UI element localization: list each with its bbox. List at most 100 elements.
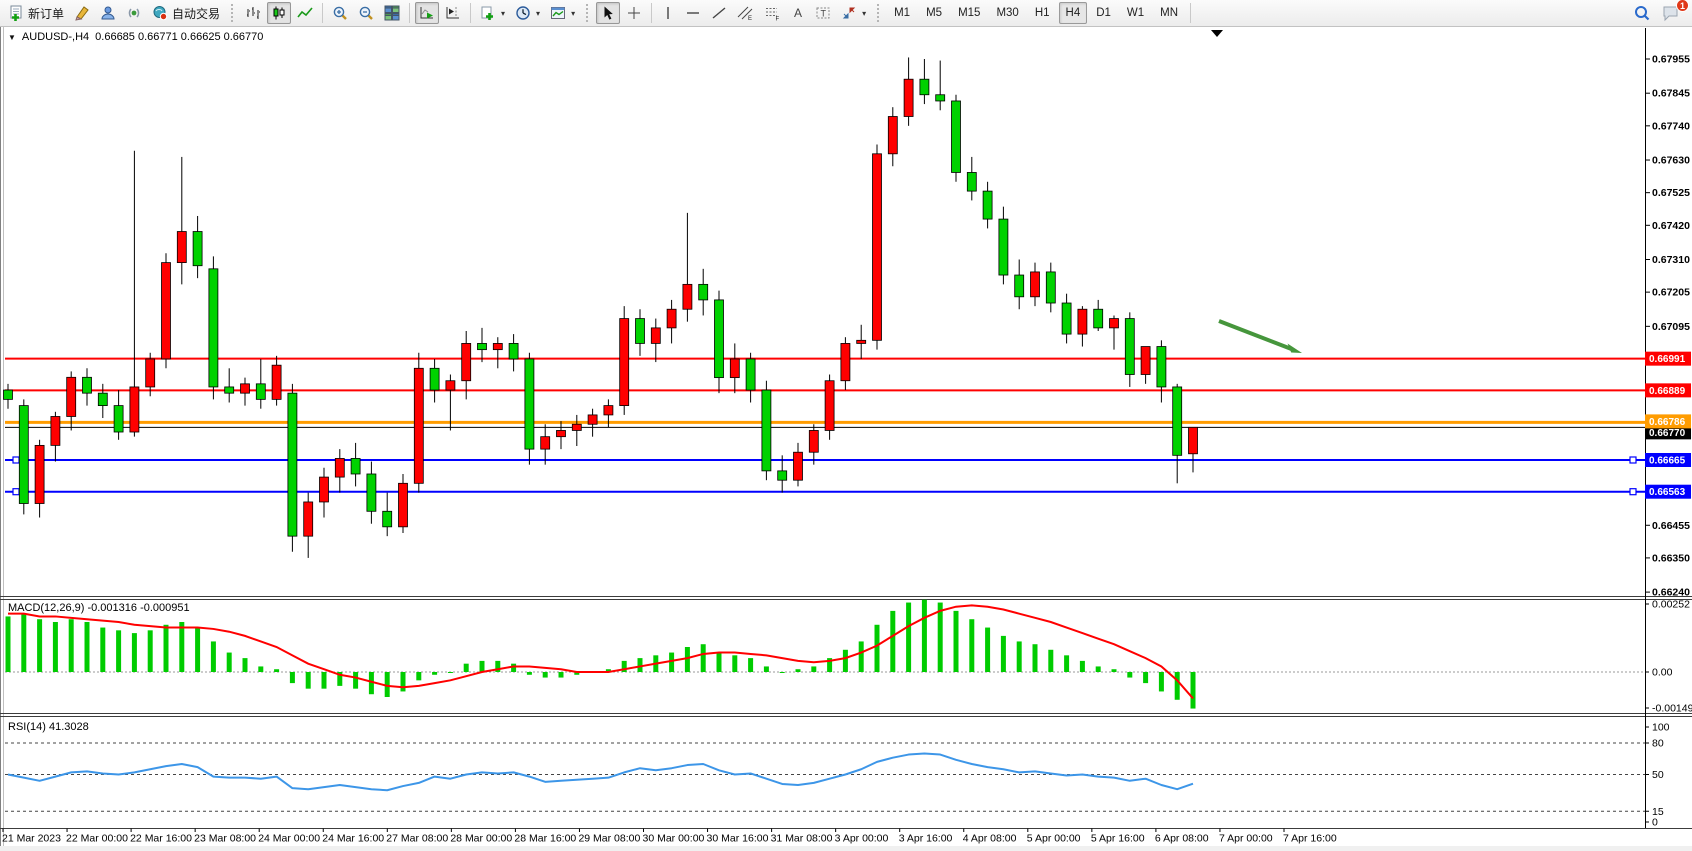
toolbar-grip[interactable] xyxy=(586,4,591,22)
candlestick xyxy=(650,327,661,344)
cursor-icon xyxy=(600,5,616,21)
candlestick xyxy=(635,318,645,344)
fibonacci-button[interactable]: F xyxy=(760,2,785,24)
time-axis-label: 3 Apr 16:00 xyxy=(899,833,953,845)
macd-histogram-bar xyxy=(289,672,295,684)
macd-histogram-bar xyxy=(37,619,43,672)
rsi-axis-label: 100 xyxy=(1652,722,1670,734)
toolbar-grip[interactable] xyxy=(231,4,236,22)
macd-histogram-bar xyxy=(985,627,991,672)
profile-button[interactable] xyxy=(96,2,120,24)
candlestick xyxy=(1188,426,1198,455)
timeframe-h4-button[interactable]: H4 xyxy=(1058,2,1088,24)
text-label-button[interactable]: T xyxy=(811,2,835,24)
timeframe-m1-button[interactable]: M1 xyxy=(894,7,911,19)
templates-button[interactable]: ▾ xyxy=(546,2,579,24)
candlestick xyxy=(571,423,582,431)
chart-shift-marker[interactable] xyxy=(1211,30,1223,37)
macd-histogram-bar xyxy=(179,621,185,672)
toolbar-grip[interactable] xyxy=(877,4,882,22)
macd-histogram-bar xyxy=(195,627,201,672)
macd-histogram-bar xyxy=(511,663,517,672)
trend-arrow-annotation[interactable] xyxy=(1218,319,1294,352)
time-axis-label: 27 Mar 08:00 xyxy=(386,833,448,845)
timeframe-w1-button[interactable]: W1 xyxy=(1126,7,1145,19)
timeframe-m30-button[interactable]: M30 xyxy=(996,7,1019,19)
timeframe-mn-button[interactable]: MN xyxy=(1160,7,1179,19)
candlestick xyxy=(966,172,977,192)
svg-text:F: F xyxy=(776,17,780,22)
zoom-in-button[interactable] xyxy=(328,2,352,24)
timeframe-m5-button[interactable]: M5 xyxy=(926,7,943,19)
candlestick xyxy=(382,510,393,528)
line-selection-handle[interactable] xyxy=(1629,488,1637,496)
price-tag xyxy=(1645,484,1691,499)
vertical-line-button[interactable] xyxy=(657,2,679,24)
periods-button[interactable]: ▾ xyxy=(511,2,544,24)
bar-chart-button[interactable] xyxy=(241,2,265,24)
candlestick-chart-button[interactable] xyxy=(267,2,292,24)
window-bottom-strip xyxy=(0,846,1692,851)
cursor-button[interactable] xyxy=(596,2,621,24)
line-chart-button[interactable] xyxy=(293,2,317,24)
timeframe-h1-button[interactable]: H1 xyxy=(1034,7,1050,19)
macd-histogram-bar xyxy=(1064,655,1070,672)
indicators-button[interactable]: ▾ xyxy=(476,2,509,24)
time-axis-label: 4 Apr 08:00 xyxy=(963,833,1017,845)
macd-histogram-bar xyxy=(163,624,169,672)
notifications-button[interactable]: 1 xyxy=(1657,0,1689,24)
chevron-down-icon: ▾ xyxy=(501,8,506,18)
price-axis-label: 0.67525 xyxy=(1652,187,1690,199)
line-selection-handle[interactable] xyxy=(1629,456,1637,464)
candlestick-chart-icon xyxy=(271,5,287,21)
chart-shift-button[interactable] xyxy=(441,2,465,24)
candlestick xyxy=(935,94,946,102)
time-axis-label: 30 Mar 16:00 xyxy=(707,833,769,845)
timeframe-d1-button[interactable]: D1 xyxy=(1096,7,1111,19)
horizontal-line-button[interactable] xyxy=(681,2,705,24)
styles-button[interactable] xyxy=(70,2,94,24)
timeframe-bar: M1 M5 M15 M30 H1 H4 D1 W1 MN xyxy=(886,2,1186,24)
macd-histogram-bar xyxy=(147,630,153,672)
tile-windows-button[interactable] xyxy=(380,2,404,24)
macd-histogram-bar xyxy=(84,621,90,672)
zoom-out-button[interactable] xyxy=(354,2,378,24)
text-button[interactable]: A xyxy=(787,2,809,24)
line-selection-handle[interactable] xyxy=(12,456,20,464)
macd-histogram-bar xyxy=(1190,672,1196,709)
macd-histogram-bar xyxy=(5,616,11,672)
crosshair-button[interactable] xyxy=(622,2,646,24)
rsi-indicator-label: RSI(14) 41.3028 xyxy=(8,721,89,733)
macd-histogram-bar xyxy=(416,672,422,681)
vertical-line-icon xyxy=(661,5,675,21)
macd-histogram-bar xyxy=(763,666,769,672)
time-axis-label: 22 Mar 16:00 xyxy=(130,833,192,845)
macd-indicator-label: MACD(12,26,9) -0.001316 -0.000951 xyxy=(8,602,190,614)
chart-canvas[interactable]: 0.67955 0.67845 0.67740 0.67630 0.67525 0.674… xyxy=(0,27,1692,851)
chevron-down-icon: ▾ xyxy=(862,8,867,18)
macd-histogram-bar xyxy=(858,641,864,672)
market-signal-button[interactable] xyxy=(122,2,146,24)
new-order-button[interactable]: 新订单 xyxy=(4,2,68,24)
candlestick xyxy=(82,376,92,394)
trend-arrow-head[interactable] xyxy=(1287,343,1303,354)
auto-scroll-button[interactable] xyxy=(415,2,440,24)
macd-histogram-bar xyxy=(716,652,722,672)
equidistant-channel-button[interactable]: E xyxy=(733,2,758,24)
search-button[interactable] xyxy=(1629,2,1655,24)
timeframe-m15-button[interactable]: M15 xyxy=(958,7,981,19)
macd-histogram-bar xyxy=(526,672,532,675)
time-axis-label: 30 Mar 00:00 xyxy=(643,833,705,845)
auto-trading-button[interactable]: 自动交易 xyxy=(148,2,224,24)
candlestick xyxy=(240,383,250,394)
new-order-label: 新订单 xyxy=(28,6,65,21)
trendline-button[interactable] xyxy=(707,2,731,24)
rsi-axis-label: 0 xyxy=(1652,817,1658,829)
candlestick xyxy=(872,153,882,341)
arrows-button[interactable]: ▾ xyxy=(837,2,870,24)
candlestick xyxy=(1061,302,1072,335)
trendline-icon xyxy=(711,5,727,21)
chart-title-dropdown-icon[interactable]: ▼ xyxy=(8,32,16,42)
candlestick xyxy=(97,392,108,406)
line-selection-handle[interactable] xyxy=(12,488,20,496)
